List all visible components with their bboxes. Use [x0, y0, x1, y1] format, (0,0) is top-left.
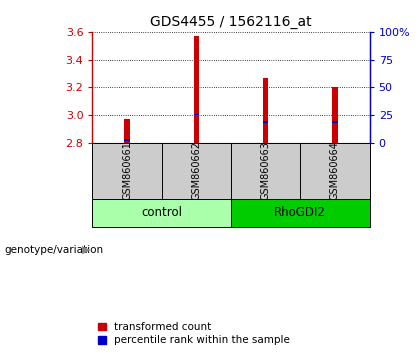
Text: GSM860664: GSM860664: [330, 142, 340, 200]
Bar: [194, 36, 199, 143]
Bar: [263, 78, 268, 143]
Bar: [263, 121, 268, 123]
Text: RhoGDI2: RhoGDI2: [274, 206, 326, 219]
Bar: [231, 199, 370, 227]
Bar: [332, 121, 338, 123]
Bar: [124, 119, 130, 143]
Text: GSM860662: GSM860662: [192, 142, 201, 200]
Bar: [194, 114, 199, 115]
Text: ▶: ▶: [82, 245, 90, 255]
Text: GSM860663: GSM860663: [261, 142, 270, 200]
Bar: [124, 139, 130, 141]
Title: GDS4455 / 1562116_at: GDS4455 / 1562116_at: [150, 16, 312, 29]
Legend: transformed count, percentile rank within the sample: transformed count, percentile rank withi…: [97, 322, 290, 345]
Text: genotype/variation: genotype/variation: [4, 245, 103, 255]
Text: control: control: [141, 206, 182, 219]
Text: GSM860661: GSM860661: [122, 142, 132, 200]
Bar: [332, 87, 338, 143]
Bar: [92, 199, 231, 227]
